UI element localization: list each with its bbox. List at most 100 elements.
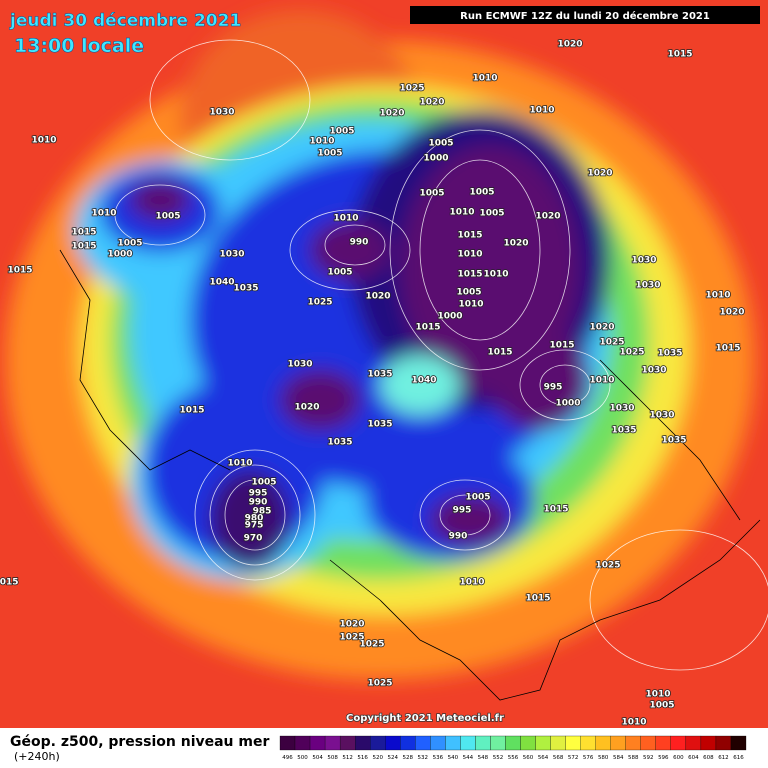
legend-label: 556 [508, 755, 519, 761]
isobar-label: 1035 [661, 436, 686, 446]
legend-label: 560 [523, 755, 534, 761]
footer-title: Géop. z500, pression niveau mer [10, 734, 269, 750]
isobar-label: 1020 [587, 169, 612, 179]
legend-label: 548 [478, 755, 489, 761]
legend-label: 584 [613, 755, 624, 761]
isobar-label: 1010 [589, 376, 614, 386]
legend-swatch [490, 735, 506, 751]
legend-label: 608 [703, 755, 714, 761]
isobar-label: 995 [453, 506, 472, 516]
isobar-label: 1015 [71, 228, 96, 238]
map-date: jeudi 30 décembre 2021 [9, 11, 241, 31]
isobar-label: 1035 [367, 420, 392, 430]
isobar-label: 1015 [415, 323, 440, 333]
legend-label: 520 [372, 755, 383, 761]
isobar-label: 1010 [645, 690, 670, 700]
isobar-label: 1005 [329, 127, 354, 137]
isobar-label: 985 [253, 507, 272, 517]
isobar-label: 1015 [667, 50, 692, 60]
isobar-label: 1010 [705, 291, 730, 301]
legend-swatch [385, 735, 401, 751]
isobar-label: 1020 [589, 323, 614, 333]
isobar-label: 1000 [437, 312, 462, 322]
legend-swatch [580, 735, 596, 751]
isobar-label: 1015 [543, 505, 568, 515]
legend-swatch [279, 735, 296, 751]
legend-label: 592 [643, 755, 654, 761]
legend-label: 576 [583, 755, 594, 761]
isobar-label: 1035 [327, 438, 352, 448]
legend-label: 536 [433, 755, 444, 761]
legend-swatch [520, 735, 536, 751]
legend-swatch [715, 735, 732, 751]
isobar-label: 1015 [7, 266, 32, 276]
isobar-label: 1005 [469, 188, 494, 198]
isobar-label: 1010 [458, 300, 483, 310]
isobar-label: 1030 [209, 108, 234, 118]
legend-swatch [294, 735, 311, 751]
isobar-label: 1020 [294, 403, 319, 413]
isobar-label: 1015 [71, 242, 96, 252]
legend-swatch [625, 735, 641, 751]
legend-swatch [339, 735, 356, 751]
isobar-label: 1025 [359, 640, 384, 650]
isobar-label: 1005 [251, 478, 276, 488]
legend-label: 512 [342, 755, 353, 761]
legend-label: 572 [568, 755, 579, 761]
legend-swatch [640, 735, 656, 751]
isobar-label: 1015 [525, 594, 550, 604]
isobar-label: 1005 [465, 493, 490, 503]
isobar-label: 1010 [91, 209, 116, 219]
isobar-label: 980 [245, 514, 264, 524]
isobar-label: 1020 [339, 620, 364, 630]
isobar-label: 1025 [595, 561, 620, 571]
legend-label: 496 [282, 755, 293, 761]
isobar-label: 975 [245, 521, 264, 531]
isobar-label: 1015 [457, 270, 482, 280]
isobar-label: 1040 [209, 278, 234, 288]
legend-swatch [610, 735, 626, 751]
legend-label: 532 [418, 755, 429, 761]
legend-swatch [700, 735, 717, 751]
legend-swatch [565, 735, 581, 751]
isobar-label: 1015 [549, 341, 574, 351]
isobar-label: 1005 [419, 189, 444, 199]
legend-swatch [460, 735, 476, 751]
legend-label: 596 [658, 755, 669, 761]
legend-swatch [550, 735, 566, 751]
isobar-label: 1015 [715, 344, 740, 354]
isobar-label: 1015 [487, 348, 512, 358]
isobar-label: 1005 [479, 209, 504, 219]
isobar-label: 1005 [428, 139, 453, 149]
legend-label: 504 [312, 755, 323, 761]
isobar-label: 1025 [399, 84, 424, 94]
isobar-label: 1030 [609, 404, 634, 414]
isobar-label: 1030 [649, 411, 674, 421]
isobar-label: 1005 [317, 149, 342, 159]
isobar-label: 1000 [555, 399, 580, 409]
legend-label: 612 [718, 755, 729, 761]
isobar-label: 970 [244, 534, 263, 544]
map-time: 13:00 locale [14, 35, 144, 57]
isobar-label: 990 [249, 498, 268, 508]
isobar-label: 1010 [227, 459, 252, 469]
isobar-label: 1035 [657, 349, 682, 359]
isobar-label: 1030 [641, 366, 666, 376]
legend-label: 600 [673, 755, 684, 761]
isobar-label: 1030 [287, 360, 312, 370]
legend-label: 616 [733, 755, 744, 761]
legend-label: 544 [463, 755, 474, 761]
isobar-label: 1020 [379, 109, 404, 119]
copyright: Copyright 2021 Meteociel.fr [346, 713, 504, 724]
legend-label: 564 [538, 755, 549, 761]
legend-swatch [324, 735, 341, 751]
isobar-label: 1000 [423, 154, 448, 164]
isobar-label: 1020 [365, 292, 390, 302]
isobar-label: 1015 [457, 231, 482, 241]
isobar-label: 1010 [309, 137, 334, 147]
isobar-label: 1035 [611, 426, 636, 436]
isobar-label: 990 [449, 532, 468, 542]
isobar-label: 1020 [535, 212, 560, 222]
isobar-label: 1010 [31, 136, 56, 146]
